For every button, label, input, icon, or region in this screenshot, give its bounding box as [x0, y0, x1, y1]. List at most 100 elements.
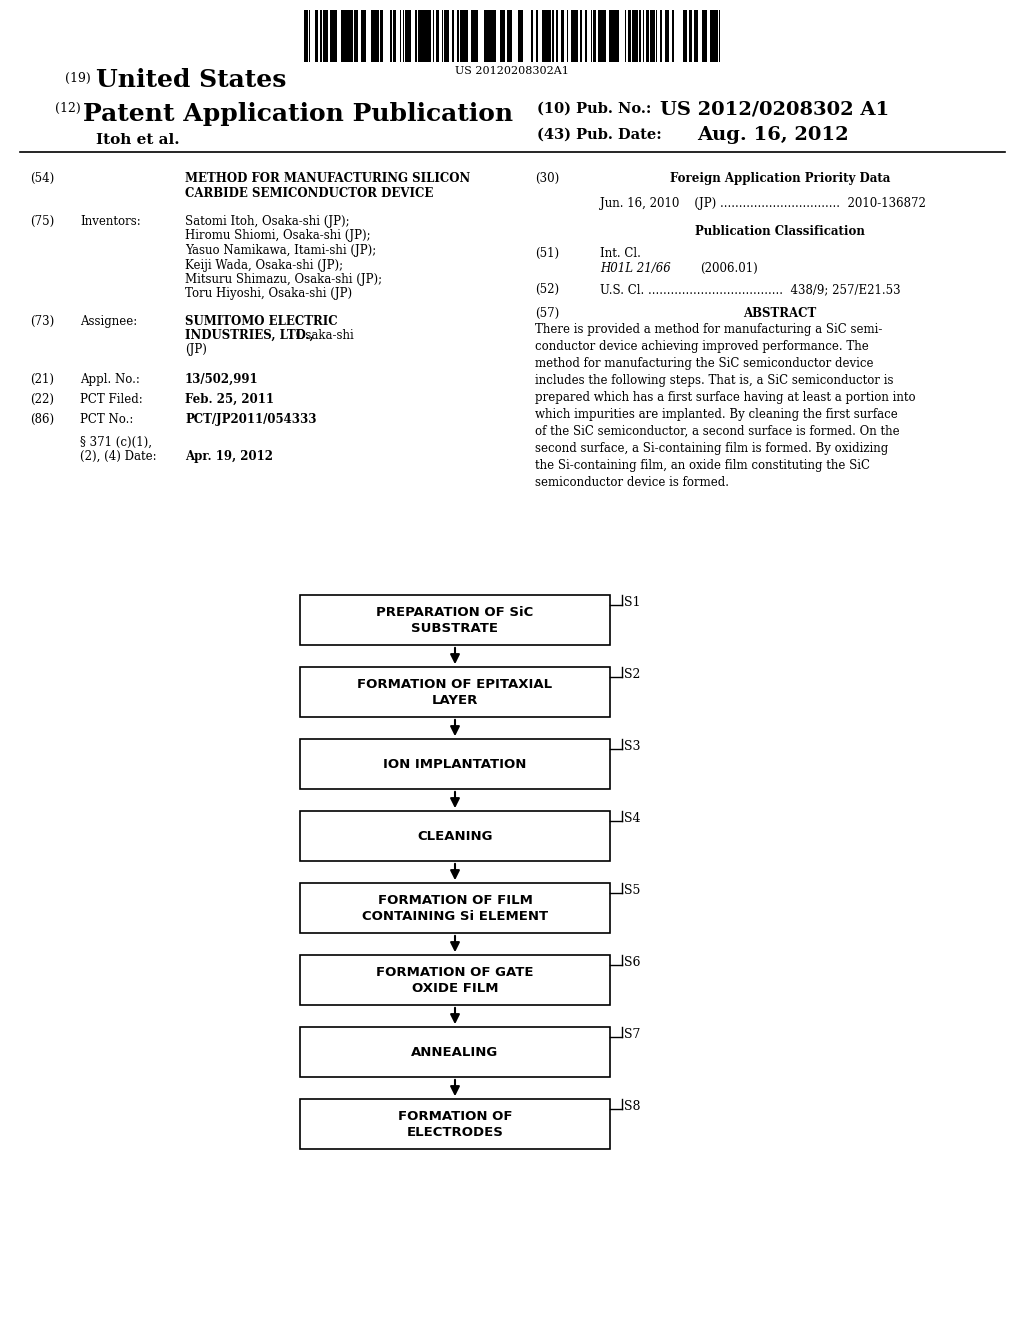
- Bar: [650, 11, 653, 62]
- Text: (54): (54): [30, 172, 54, 185]
- Bar: [634, 11, 636, 62]
- Bar: [548, 11, 550, 62]
- Text: S1: S1: [624, 597, 640, 610]
- Text: (10) Pub. No.:: (10) Pub. No.:: [537, 102, 651, 116]
- Bar: [545, 11, 547, 62]
- Bar: [705, 11, 707, 62]
- Bar: [465, 11, 467, 62]
- Text: Publication Classification: Publication Classification: [695, 224, 865, 238]
- Bar: [346, 11, 348, 62]
- Text: Toru Hiyoshi, Osaka-shi (JP): Toru Hiyoshi, Osaka-shi (JP): [185, 288, 352, 301]
- Text: FORMATION OF FILM: FORMATION OF FILM: [378, 894, 532, 907]
- Bar: [609, 11, 611, 62]
- Bar: [305, 11, 307, 62]
- Text: Patent Application Publication: Patent Application Publication: [83, 102, 513, 125]
- Text: (22): (22): [30, 393, 54, 407]
- Bar: [319, 11, 322, 62]
- Bar: [426, 11, 429, 62]
- Text: United States: United States: [96, 69, 287, 92]
- Bar: [543, 11, 545, 62]
- Bar: [552, 11, 554, 62]
- Text: (51): (51): [535, 247, 559, 260]
- Bar: [377, 11, 379, 62]
- Text: S6: S6: [624, 957, 640, 969]
- Bar: [300, 810, 610, 861]
- Bar: [716, 11, 718, 62]
- Text: 13/502,991: 13/502,991: [185, 374, 259, 385]
- Text: Inventors:: Inventors:: [80, 215, 140, 228]
- Bar: [452, 11, 454, 62]
- Text: (43) Pub. Date:: (43) Pub. Date:: [537, 128, 662, 143]
- Bar: [611, 11, 614, 62]
- Text: LAYER: LAYER: [432, 693, 478, 706]
- Bar: [598, 11, 601, 62]
- Bar: [494, 11, 496, 62]
- Text: Jun. 16, 2010    (JP) ................................  2010-136872: Jun. 16, 2010 (JP) .....................…: [600, 197, 926, 210]
- Text: Hiromu Shiomi, Osaka-shi (JP);: Hiromu Shiomi, Osaka-shi (JP);: [185, 230, 371, 243]
- Bar: [335, 11, 337, 62]
- Bar: [300, 595, 610, 645]
- Text: (57): (57): [535, 308, 559, 319]
- Bar: [461, 11, 463, 62]
- Text: Satomi Itoh, Osaka-shi (JP);: Satomi Itoh, Osaka-shi (JP);: [185, 215, 349, 228]
- Bar: [354, 11, 356, 62]
- Bar: [628, 11, 631, 62]
- Text: SUBSTRATE: SUBSTRATE: [412, 622, 499, 635]
- Bar: [632, 11, 634, 62]
- Bar: [486, 11, 489, 62]
- Text: (75): (75): [30, 215, 54, 228]
- Text: (73): (73): [30, 315, 54, 327]
- Text: CONTAINING Si ELEMENT: CONTAINING Si ELEMENT: [361, 909, 548, 923]
- Text: (19): (19): [65, 73, 91, 84]
- Text: Assignee:: Assignee:: [80, 315, 137, 327]
- Text: S3: S3: [624, 741, 640, 754]
- Text: U.S. Cl. ....................................  438/9; 257/E21.53: U.S. Cl. ...............................…: [600, 282, 901, 296]
- Text: S7: S7: [624, 1028, 640, 1041]
- Bar: [457, 11, 459, 62]
- Text: Aug. 16, 2012: Aug. 16, 2012: [697, 125, 849, 144]
- Text: Yasuo Namikawa, Itami-shi (JP);: Yasuo Namikawa, Itami-shi (JP);: [185, 244, 376, 257]
- Text: Feb. 25, 2011: Feb. 25, 2011: [185, 393, 274, 407]
- Text: ION IMPLANTATION: ION IMPLANTATION: [383, 758, 526, 771]
- Bar: [436, 11, 438, 62]
- Bar: [393, 11, 396, 62]
- Bar: [672, 11, 674, 62]
- Bar: [646, 11, 649, 62]
- Bar: [406, 11, 409, 62]
- Bar: [474, 11, 477, 62]
- Text: (2), (4) Date:: (2), (4) Date:: [80, 450, 157, 463]
- Bar: [665, 11, 667, 62]
- Text: S2: S2: [624, 668, 640, 681]
- Text: S5: S5: [624, 884, 640, 898]
- Text: § 371 (c)(1),: § 371 (c)(1),: [80, 436, 152, 449]
- Text: H01L 21/66: H01L 21/66: [600, 261, 671, 275]
- Bar: [421, 11, 423, 62]
- Bar: [300, 739, 610, 789]
- Bar: [356, 11, 358, 62]
- Bar: [300, 883, 610, 933]
- Bar: [343, 11, 346, 62]
- Bar: [694, 11, 697, 62]
- Bar: [536, 11, 538, 62]
- Bar: [463, 11, 465, 62]
- Bar: [521, 11, 523, 62]
- Bar: [390, 11, 392, 62]
- Text: US 2012/0208302 A1: US 2012/0208302 A1: [660, 100, 889, 117]
- Bar: [348, 11, 351, 62]
- Bar: [571, 11, 574, 62]
- Text: Mitsuru Shimazu, Osaka-shi (JP);: Mitsuru Shimazu, Osaka-shi (JP);: [185, 273, 382, 286]
- Bar: [683, 11, 686, 62]
- Text: (2006.01): (2006.01): [700, 261, 758, 275]
- Bar: [300, 1100, 610, 1148]
- Bar: [639, 11, 641, 62]
- Text: There is provided a method for manufacturing a SiC semi-
conductor device achiev: There is provided a method for manufactu…: [535, 323, 915, 488]
- Bar: [616, 11, 618, 62]
- Bar: [702, 11, 705, 62]
- Bar: [689, 11, 692, 62]
- Text: US 20120208302A1: US 20120208302A1: [455, 66, 569, 77]
- Bar: [330, 11, 333, 62]
- Text: Int. Cl.: Int. Cl.: [600, 247, 641, 260]
- Bar: [341, 11, 343, 62]
- Bar: [501, 11, 503, 62]
- Text: S8: S8: [624, 1101, 640, 1114]
